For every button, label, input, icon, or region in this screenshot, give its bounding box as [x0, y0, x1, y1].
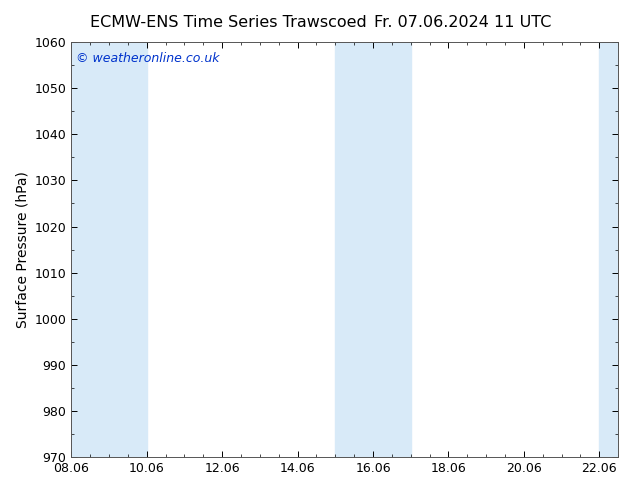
Text: ECMW-ENS Time Series Trawscoed: ECMW-ENS Time Series Trawscoed: [90, 15, 366, 30]
Bar: [335, 42, 373, 457]
Text: © weatheronline.co.uk: © weatheronline.co.uk: [75, 52, 219, 66]
Bar: [109, 42, 146, 457]
Y-axis label: Surface Pressure (hPa): Surface Pressure (hPa): [15, 171, 29, 328]
Bar: [373, 42, 411, 457]
Bar: [71, 42, 109, 457]
Bar: [599, 42, 618, 457]
Text: Fr. 07.06.2024 11 UTC: Fr. 07.06.2024 11 UTC: [374, 15, 552, 30]
